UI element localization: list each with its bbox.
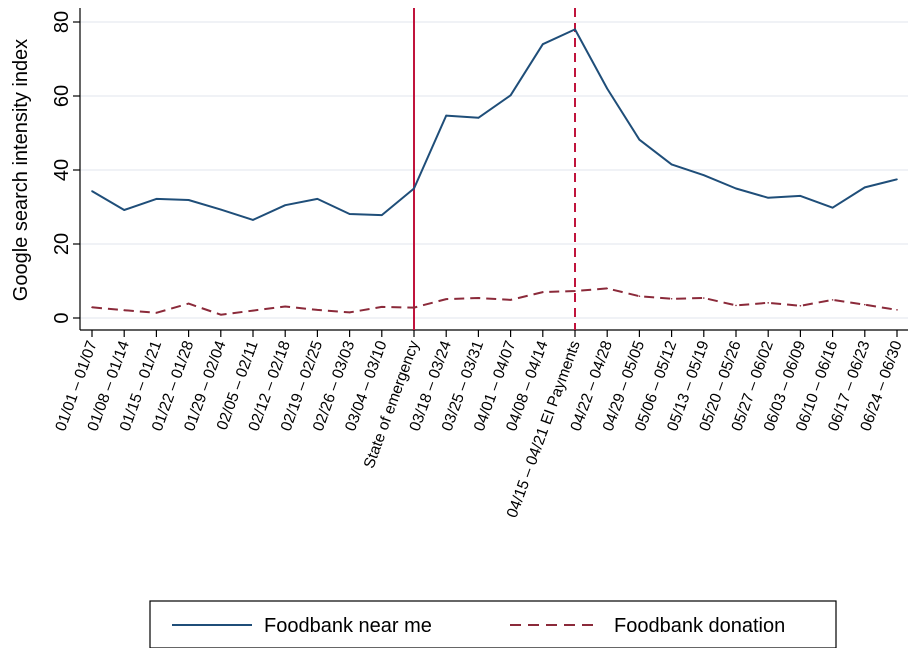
data-point — [574, 290, 576, 292]
data-point — [864, 303, 866, 306]
data-point — [220, 208, 222, 211]
y-axis-title: Google search intensity index — [10, 39, 32, 301]
data-point — [864, 186, 866, 189]
data-point — [252, 309, 254, 312]
data-point — [91, 306, 93, 309]
data-point — [542, 291, 544, 293]
legend-label-foodbank-near-me: Foodbank near me — [264, 615, 432, 637]
data-point — [670, 297, 673, 300]
data-point — [284, 204, 287, 206]
data-point — [123, 309, 125, 312]
data-point — [509, 299, 512, 301]
data-point — [91, 190, 93, 192]
y-tick-label: 80 — [51, 11, 73, 33]
data-point — [123, 209, 125, 211]
data-point — [381, 214, 383, 216]
data-point — [413, 187, 415, 190]
y-tick-labels: 0 20 40 60 80 — [51, 11, 73, 324]
legend-box — [149, 600, 837, 648]
data-point — [638, 295, 641, 297]
data-point — [284, 305, 287, 308]
data-point — [831, 206, 834, 209]
data-point — [187, 302, 190, 305]
data-point — [542, 43, 544, 45]
data-point — [735, 304, 737, 307]
data-point — [509, 94, 512, 97]
y-tick-label: 60 — [51, 85, 73, 107]
data-point — [574, 28, 576, 31]
data-point — [799, 195, 802, 197]
data-point — [187, 199, 190, 201]
event-markers — [413, 8, 576, 330]
data-point — [445, 298, 448, 300]
data-point — [896, 309, 898, 311]
data-point — [477, 297, 480, 299]
data-point — [670, 163, 673, 166]
data-point — [220, 313, 222, 316]
data-point — [703, 297, 705, 299]
data-point — [316, 198, 319, 200]
series-line-foodbank-near-me — [91, 28, 898, 221]
legend: Foodbank near me Foodbank donation — [149, 600, 837, 648]
data-point — [831, 299, 834, 301]
series-line-foodbank-donation — [91, 287, 898, 316]
data-point — [413, 306, 415, 309]
data-point — [155, 312, 158, 314]
data-point — [252, 219, 254, 221]
y-tick-label: 20 — [51, 233, 73, 255]
data-point — [348, 213, 351, 215]
data-point — [703, 174, 705, 176]
data-point — [799, 304, 802, 307]
y-tick-label: 40 — [51, 159, 73, 181]
data-point — [638, 138, 641, 141]
gridlines — [80, 21, 908, 319]
data-point — [606, 87, 608, 90]
y-tick-label: 0 — [51, 312, 73, 323]
data-point — [767, 302, 769, 304]
data-point — [381, 306, 383, 308]
data-point — [445, 114, 448, 117]
data-point — [348, 311, 351, 314]
data-point — [606, 287, 608, 290]
data-point — [767, 196, 769, 199]
legend-label-foodbank-donation: Foodbank donation — [614, 615, 785, 637]
series-lines — [91, 28, 898, 316]
data-point — [316, 309, 319, 311]
data-point — [477, 117, 480, 119]
data-point — [735, 187, 737, 190]
axes — [73, 8, 908, 337]
data-point — [896, 178, 898, 181]
data-point — [155, 198, 158, 200]
